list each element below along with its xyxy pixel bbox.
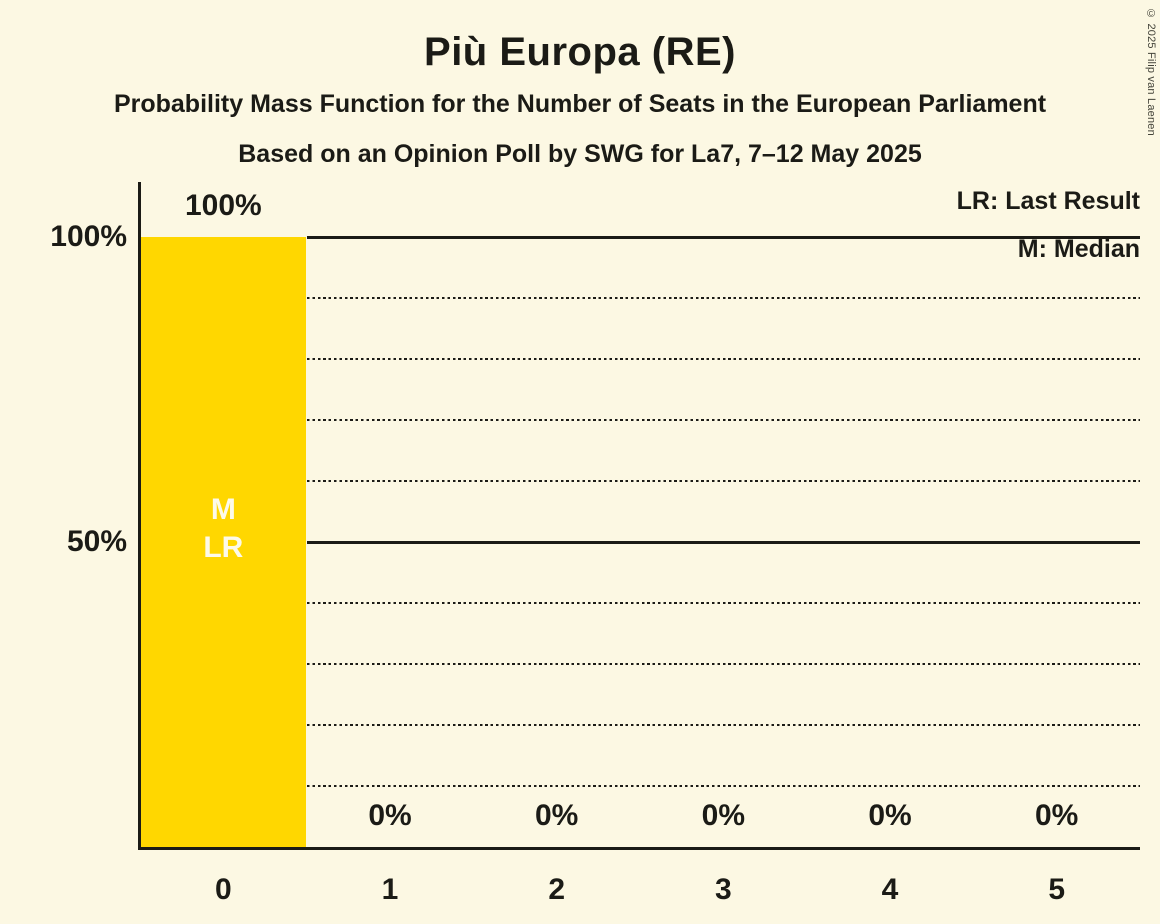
gridline-dotted-70	[306, 419, 1140, 422]
gridline-dotted-80	[306, 358, 1140, 361]
bar-value-label-2: 0%	[534, 799, 579, 832]
y-axis	[138, 182, 141, 850]
bar-seats-0	[141, 237, 306, 847]
bar-value-label-5: 0%	[1034, 799, 1079, 832]
chart-source-subtitle: Based on an Opinion Poll by SWG for La7,…	[238, 140, 922, 168]
bar-value-label-4: 0%	[868, 799, 912, 832]
x-axis	[138, 847, 1140, 850]
bar-value-label-1: 0%	[368, 799, 412, 832]
gridline-dotted-60	[306, 480, 1140, 483]
y-tick-label-50: 50%	[66, 525, 127, 558]
x-tick-label-4: 4	[881, 873, 899, 906]
gridline-solid-50	[306, 540, 1140, 544]
copyright-notice: © 2025 Filip van Laenen	[1145, 8, 1157, 136]
y-tick-label-100: 100%	[50, 220, 127, 253]
gridline-solid-100	[306, 235, 1140, 239]
x-tick-label-1: 1	[381, 873, 399, 906]
x-tick-label-5: 5	[1048, 873, 1065, 906]
x-tick-label-0: 0	[214, 873, 232, 906]
page-title: Più Europa (RE)	[424, 30, 736, 74]
bar-value-label-0: 100%	[184, 189, 262, 222]
bar-annotation-median-lastresult: M LR	[203, 493, 244, 564]
x-tick-label-2: 2	[548, 873, 565, 906]
gridline-dotted-40	[306, 602, 1140, 605]
gridline-dotted-30	[306, 663, 1140, 666]
gridline-dotted-10	[306, 785, 1140, 788]
x-tick-label-3: 3	[714, 873, 732, 906]
gridline-dotted-90	[306, 297, 1140, 300]
gridline-dotted-20	[306, 724, 1140, 727]
bar-value-label-3: 0%	[701, 799, 746, 832]
legend-last-result: LR: Last Result	[956, 187, 1140, 215]
legend-median: M: Median	[1017, 235, 1140, 263]
chart-subtitle: Probability Mass Function for the Number…	[113, 90, 1047, 118]
